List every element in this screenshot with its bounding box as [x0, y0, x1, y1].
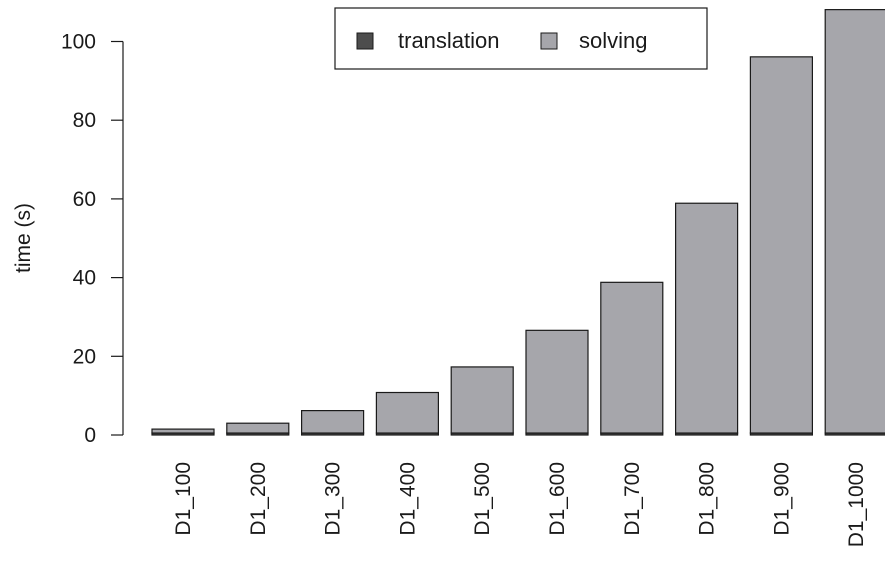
x-tick-label: D1_1000: [845, 462, 868, 547]
bars-group: [151, 9, 885, 436]
legend-swatch-solving: [540, 32, 558, 50]
bar-solving-D1_700: [600, 281, 664, 434]
bar-solving-D1_300: [301, 410, 365, 434]
bar-solving-D1_500: [450, 366, 514, 434]
x-tick-label: D1_900: [770, 462, 793, 536]
x-tick-label: D1_400: [396, 462, 419, 536]
y-axis: 0 20 40 60 80 100: [61, 31, 124, 447]
bar-solving-D1_800: [674, 202, 739, 434]
bar-solving-D1_1000: [824, 9, 885, 434]
legend-label-translation: translation: [398, 28, 500, 53]
legend-label-solving: solving: [579, 28, 647, 53]
y-tick-label: 0: [84, 424, 96, 447]
legend: translation solving: [334, 7, 708, 70]
x-tick-label: D1_800: [696, 462, 719, 536]
y-tick-label: 100: [61, 31, 96, 54]
x-tick-label: D1_700: [621, 462, 644, 536]
x-tick-label: D1_200: [247, 462, 270, 536]
x-tick-label: D1_500: [471, 462, 494, 536]
x-tick-label: D1_600: [546, 462, 569, 536]
bar-solving-D1_600: [525, 329, 589, 434]
bar-solving-D1_100: [151, 428, 215, 434]
y-tick-label: 20: [73, 345, 96, 368]
bar-solving-D1_900: [749, 56, 814, 434]
y-tick-label: 80: [73, 109, 96, 132]
x-tick-label: D1_300: [322, 462, 345, 536]
bar-solving-D1_400: [375, 391, 439, 434]
y-tick-label: 60: [73, 188, 96, 211]
x-tick-labels: D1_100 D1_200 D1_300 D1_400 D1_500 D1_600 D1_7…: [172, 462, 868, 547]
y-tick-label: 40: [73, 267, 96, 290]
legend-swatch-translation: [356, 32, 374, 50]
bar-solving-D1_200: [226, 422, 290, 434]
y-axis-label: time (s): [12, 203, 35, 273]
x-tick-label: D1_100: [172, 462, 195, 536]
legend-box: [334, 7, 708, 70]
